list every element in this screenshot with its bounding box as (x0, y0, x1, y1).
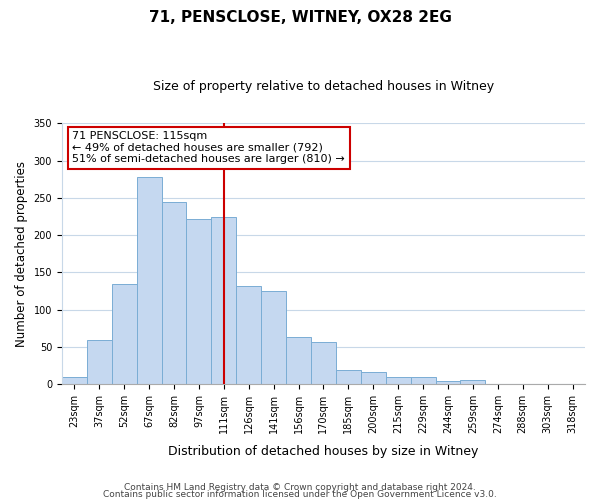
Bar (386, 377, 410, 384)
Bar (137, 177, 161, 384)
Bar (311, 342, 336, 384)
Bar (87, 340, 112, 384)
Bar (261, 291, 286, 384)
Bar (410, 377, 436, 384)
Bar (436, 382, 460, 384)
Bar (361, 372, 386, 384)
Text: 71 PENSCLOSE: 115sqm
← 49% of detached houses are smaller (792)
51% of semi-deta: 71 PENSCLOSE: 115sqm ← 49% of detached h… (73, 131, 345, 164)
Title: Size of property relative to detached houses in Witney: Size of property relative to detached ho… (153, 80, 494, 93)
X-axis label: Distribution of detached houses by size in Witney: Distribution of detached houses by size … (168, 444, 479, 458)
Bar (112, 284, 137, 384)
Bar (336, 370, 361, 384)
Y-axis label: Number of detached properties: Number of detached properties (15, 161, 28, 347)
Bar (286, 338, 311, 384)
Bar (161, 202, 187, 384)
Bar (236, 286, 261, 384)
Text: Contains HM Land Registry data © Crown copyright and database right 2024.: Contains HM Land Registry data © Crown c… (124, 484, 476, 492)
Bar (460, 380, 485, 384)
Text: 71, PENSCLOSE, WITNEY, OX28 2EG: 71, PENSCLOSE, WITNEY, OX28 2EG (149, 10, 451, 25)
Text: Contains public sector information licensed under the Open Government Licence v3: Contains public sector information licen… (103, 490, 497, 499)
Bar (211, 216, 236, 384)
Bar (62, 377, 87, 384)
Bar (187, 219, 211, 384)
